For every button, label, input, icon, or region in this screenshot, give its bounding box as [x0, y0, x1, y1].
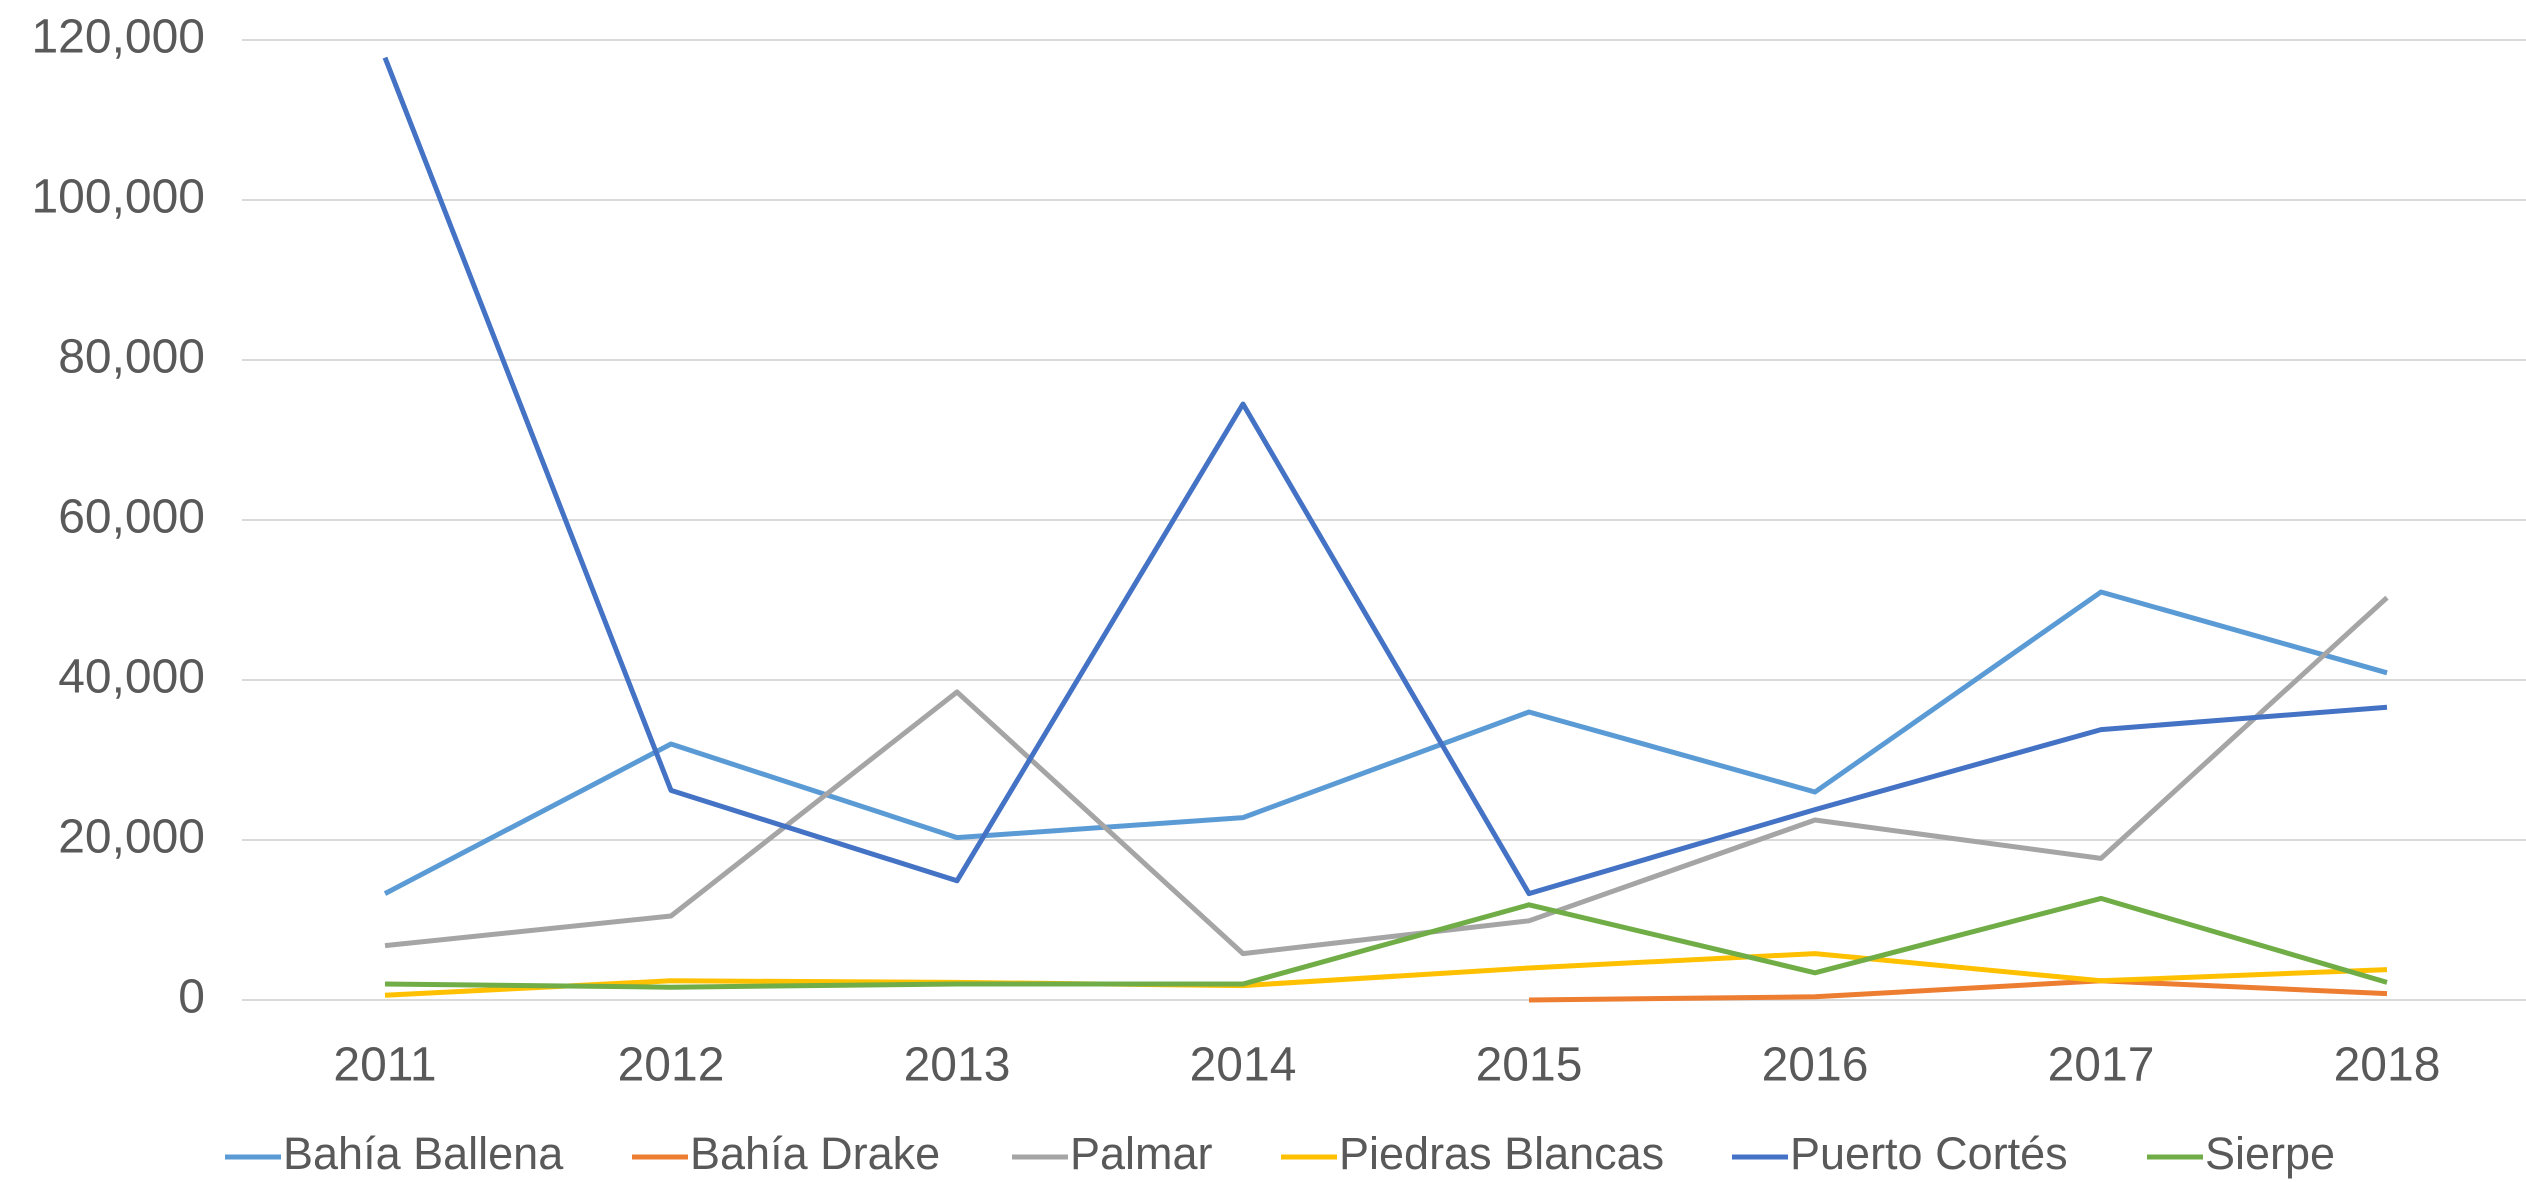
x-tick-label: 2014 [1190, 1039, 1297, 1092]
legend-label: Piedras Blancas [1339, 1128, 1664, 1179]
series-line [384, 951, 2388, 998]
y-tick-label: 80,000 [58, 331, 205, 384]
x-tick-label: 2011 [333, 1039, 436, 1092]
y-tick-label: 20,000 [58, 811, 205, 864]
series-line [382, 56, 2388, 897]
x-tick-label: 2017 [2048, 1039, 2155, 1092]
y-tick-label: 100,000 [31, 171, 205, 224]
series-line [384, 895, 2388, 990]
legend-label: Puerto Cortés [1790, 1128, 2068, 1179]
y-tick-label: 60,000 [58, 491, 205, 544]
y-tick-label: 0 [178, 971, 205, 1024]
legend-label: Bahía Drake [690, 1128, 940, 1179]
legend-label: Sierpe [2205, 1128, 2335, 1179]
x-tick-label: 2013 [904, 1039, 1011, 1092]
x-tick-label: 2016 [1762, 1039, 1869, 1092]
y-tick-label: 40,000 [58, 651, 205, 704]
y-tick-label: 120,000 [31, 11, 205, 64]
series-line [384, 595, 2389, 957]
x-tick-label: 2018 [2334, 1039, 2441, 1092]
x-tick-label: 2012 [618, 1039, 725, 1092]
x-tick-label: 2015 [1476, 1039, 1583, 1092]
legend-label: Bahía Ballena [283, 1128, 564, 1179]
legend-label: Palmar [1070, 1128, 1213, 1179]
series-line [383, 589, 2388, 896]
series-line [1528, 978, 2388, 1003]
